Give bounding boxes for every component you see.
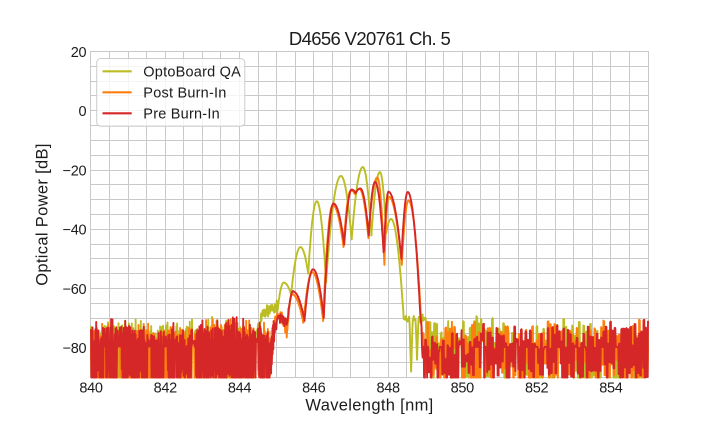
svg-text:842: 842 [154,381,178,397]
svg-text:OptoBoard QA: OptoBoard QA [143,64,241,80]
svg-text:840: 840 [79,381,103,397]
svg-text:−20: −20 [63,163,87,179]
svg-text:846: 846 [302,381,326,397]
svg-text:−60: −60 [63,282,87,298]
svg-text:Post Burn-In: Post Burn-In [143,85,226,101]
svg-text:D4656 V20761 Ch. 5: D4656 V20761 Ch. 5 [289,28,451,49]
svg-text:850: 850 [451,381,475,397]
svg-text:−40: −40 [63,223,87,239]
svg-text:852: 852 [525,381,549,397]
svg-text:Pre Burn-In: Pre Burn-In [143,106,220,122]
svg-text:0: 0 [79,104,87,120]
svg-text:854: 854 [599,381,623,397]
svg-text:Optical Power [dB]: Optical Power [dB] [34,143,52,286]
svg-text:−80: −80 [63,341,87,357]
svg-text:20: 20 [71,45,87,61]
svg-text:844: 844 [228,381,252,397]
svg-text:Wavelength [nm]: Wavelength [nm] [305,397,433,415]
svg-text:848: 848 [376,381,400,397]
